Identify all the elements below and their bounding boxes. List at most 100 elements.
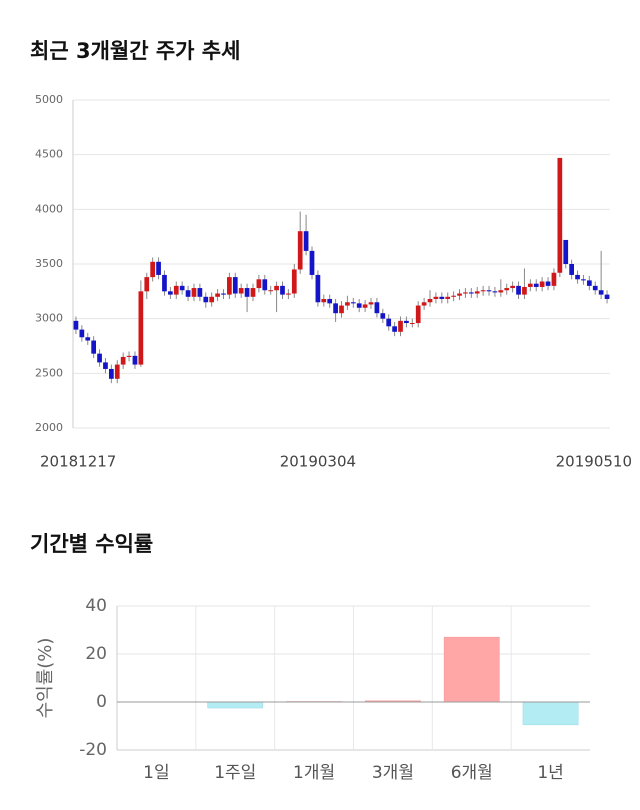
candle-body: [510, 285, 515, 289]
candle-body: [345, 302, 350, 306]
candle-body: [250, 288, 256, 297]
x-tick-label: 1일: [143, 763, 169, 783]
candle-body: [350, 302, 356, 304]
x-tick-label: 3개월: [372, 763, 414, 783]
candle-body: [545, 281, 551, 286]
y-tick-label: 3500: [35, 257, 63, 270]
candle-body: [103, 362, 108, 369]
candle-body: [474, 291, 480, 294]
candle-body: [421, 302, 427, 306]
bar: [207, 701, 264, 709]
candle-body: [533, 283, 539, 287]
candle-body: [144, 277, 150, 292]
y-tick-label: 3000: [35, 312, 63, 325]
candle-body: [504, 288, 510, 291]
candle-body: [232, 277, 238, 294]
candle-body: [551, 272, 557, 286]
candle-body: [486, 290, 492, 292]
candle-body: [138, 291, 144, 365]
candle-body: [368, 302, 374, 305]
candle-body: [209, 296, 215, 303]
x-tick-label: 6개월: [451, 763, 493, 783]
candle-body: [516, 285, 521, 295]
candle-body: [280, 285, 285, 295]
candle-body: [380, 313, 386, 319]
candle-body: [179, 285, 185, 291]
y-axis-label: 수익률(%): [35, 638, 56, 719]
candle-body: [173, 285, 179, 295]
y-tick-label: 2500: [35, 366, 63, 379]
candle-body: [569, 264, 575, 275]
candle-body: [398, 320, 403, 332]
candle-body: [227, 277, 232, 295]
candle-body: [132, 355, 138, 365]
candle-body: [268, 290, 274, 292]
candle-body: [480, 290, 486, 292]
candle-body: [274, 285, 279, 291]
candle-body: [463, 292, 468, 294]
candle-body: [498, 290, 504, 293]
candle-body: [445, 296, 451, 299]
y-tick-label: 0: [96, 692, 107, 712]
candle-body: [468, 292, 474, 294]
candle-body: [563, 239, 569, 264]
candle-body: [85, 337, 91, 341]
candle-body: [374, 302, 380, 314]
candle-body: [191, 288, 197, 297]
candle-body: [404, 320, 409, 324]
y-tick-label: -20: [79, 740, 107, 760]
candle-body: [126, 355, 132, 357]
candle-body: [215, 293, 220, 297]
x-tick-label: 20181217: [40, 453, 116, 471]
candle-body: [309, 250, 315, 275]
candle-body: [539, 281, 545, 287]
candle-body: [598, 290, 604, 295]
candle-body: [221, 293, 226, 295]
candle-body: [592, 285, 598, 291]
bar: [522, 701, 579, 726]
candle-body: [150, 261, 156, 278]
candle-body: [386, 318, 392, 327]
chart-title: 기간별 수익률: [30, 532, 153, 556]
x-tick-label: 1개월: [293, 763, 335, 783]
chart-title: 최근 3개월간 주가 추세: [30, 39, 240, 63]
candle-body: [244, 288, 250, 297]
candle-body: [522, 286, 527, 295]
candle-body: [79, 329, 85, 338]
bar: [443, 636, 500, 703]
candle-body: [427, 298, 433, 303]
candle-body: [156, 261, 161, 275]
candle-body: [415, 305, 421, 324]
candle-body: [256, 279, 262, 289]
candle-body: [97, 353, 102, 363]
x-tick-label: 1주일: [214, 763, 256, 783]
candle-body: [168, 291, 173, 295]
candle-body: [327, 298, 333, 304]
candle-body: [297, 231, 303, 270]
y-tick-label: 20: [85, 644, 107, 664]
candle-body: [303, 231, 309, 251]
y-tick-label: 4000: [35, 202, 63, 215]
candle-body: [586, 280, 592, 286]
x-tick-label: 20190510: [556, 453, 632, 471]
candle-body: [91, 340, 97, 354]
candle-body: [262, 279, 268, 291]
candle-body: [557, 157, 563, 273]
candle-body: [203, 296, 209, 303]
candle-body: [333, 303, 338, 314]
candle-body: [409, 323, 415, 325]
candle-body: [451, 295, 456, 297]
candle-body: [120, 356, 126, 365]
candle-body: [73, 320, 79, 330]
y-tick-label: 5000: [35, 93, 63, 106]
candle-body: [162, 274, 167, 292]
candle-body: [392, 326, 397, 332]
candle-body: [114, 364, 120, 379]
candle-body: [604, 294, 610, 299]
candle-body: [581, 279, 586, 281]
y-tick-label: 40: [85, 596, 107, 616]
candle-body: [575, 274, 580, 280]
candle-body: [185, 290, 191, 297]
candle-body: [315, 274, 321, 303]
candle-body: [439, 296, 445, 299]
